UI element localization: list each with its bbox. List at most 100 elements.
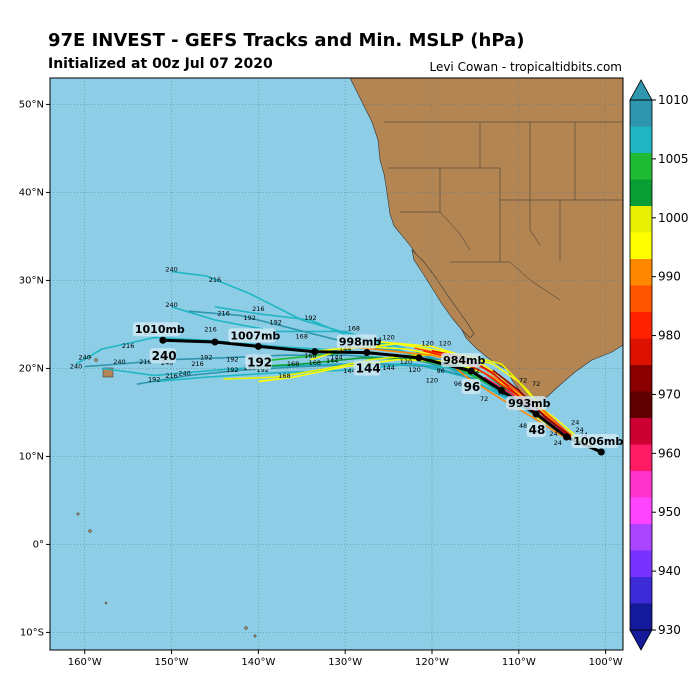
colorbar-band — [630, 603, 652, 631]
forecast-hour-label: 48 — [529, 423, 546, 437]
colorbar-band — [630, 550, 652, 578]
lat-tick-label: 30°N — [19, 275, 44, 286]
colorbar-tick-label: 1010 — [658, 93, 689, 107]
colorbar-bottom-arrow — [629, 629, 653, 651]
mean-track-point — [467, 367, 475, 375]
colorbar-band — [630, 126, 652, 154]
hour-mark: 24 — [571, 419, 579, 427]
lon-tick-label: 150°W — [155, 657, 189, 668]
hour-mark: 216 — [204, 325, 216, 333]
lon-tick-label: 100°W — [589, 657, 623, 668]
hour-mark: 240 — [113, 358, 125, 366]
lat-tick-label: 0° — [33, 539, 44, 550]
islands — [76, 355, 257, 638]
colorbar-band — [630, 497, 652, 525]
hour-mark: 72 — [471, 367, 479, 375]
hour-mark: 240 — [79, 354, 91, 362]
colorbar-tick-label: 990 — [658, 270, 681, 284]
hour-mark: 192 — [256, 366, 268, 374]
hour-mark: 216 — [209, 276, 221, 284]
credit-text: Levi Cowan - tropicaltidbits.com — [429, 60, 622, 74]
lat-tick-label: 10°S — [20, 627, 44, 638]
lat-tick-label: 10°N — [19, 451, 44, 462]
hour-mark: 144 — [343, 367, 355, 375]
pressure-label-bg — [441, 353, 482, 368]
forecast-hour-label: 96 — [464, 380, 481, 394]
forecast-hour-label: 144 — [356, 362, 381, 376]
colorbar-top-arrow — [629, 79, 653, 101]
pressure-label: 998mb — [339, 336, 381, 349]
hour-mark: 240 — [165, 301, 177, 309]
hour-mark: 144 — [339, 345, 351, 353]
colorbar-band — [630, 418, 652, 445]
state-borders — [384, 121, 623, 301]
map-frame — [49, 77, 624, 651]
lat-tick-label: 50°N — [19, 99, 44, 110]
hour-mark: 216 — [217, 310, 229, 318]
colorbar-tick-label: 970 — [658, 387, 681, 401]
forecast-hour-label: 192 — [247, 355, 272, 369]
pressure-label-bg — [228, 328, 276, 343]
hour-mark: 144 — [326, 357, 338, 365]
colorbar-band — [630, 338, 652, 366]
hour-mark: 216 — [122, 342, 134, 350]
hour-mark: 24 — [554, 439, 562, 447]
colorbar-tick-label: 960 — [658, 446, 681, 460]
hour-mark: 72 — [480, 395, 488, 403]
hour-mark: 192 — [270, 318, 282, 326]
hour-mark: 216 — [139, 358, 151, 366]
hour-mark: 120 — [382, 333, 394, 341]
mean-track-point — [311, 348, 319, 356]
colorbar-band — [630, 179, 652, 207]
lat-tick-label: 40°N — [19, 187, 44, 198]
colorbar-band — [630, 100, 652, 127]
pressure-label: 1007mb — [230, 329, 280, 342]
hour-mark: 120 — [426, 376, 438, 384]
hour-mark: 240 — [70, 362, 82, 370]
colorbar-band — [630, 365, 652, 392]
mean-track-point — [159, 336, 167, 344]
colorbar-band — [630, 285, 652, 313]
hour-mark: 48 — [519, 422, 527, 430]
hour-mark: 24 — [575, 426, 583, 434]
colorbar-band — [630, 206, 652, 233]
colorbar-band — [630, 153, 652, 180]
colorbar-tick-label: 1005 — [658, 152, 689, 166]
mean-track-point — [415, 354, 423, 362]
hour-mark: 96 — [437, 367, 445, 375]
pressure-label: 1006mb — [573, 435, 623, 448]
hour-mark: 72 — [532, 380, 540, 388]
forecast-hour-labels: 2402162402162161921921921681682162402162… — [70, 266, 588, 447]
hour-mark: 192 — [226, 366, 238, 374]
hour-mark: 240 — [178, 369, 190, 377]
pressure-label-bg — [132, 322, 181, 337]
forecast-hour-label-bg — [526, 422, 546, 438]
chart-title: 97E INVEST - GEFS Tracks and Min. MSLP (… — [48, 30, 525, 51]
forecast-hour-label-bg — [149, 348, 177, 364]
pressure-label-bg — [506, 396, 547, 411]
colorbar-band — [630, 471, 652, 498]
forecast-hour-label: 240 — [152, 349, 177, 363]
mean-track-point — [497, 386, 505, 394]
hour-mark: 240 — [165, 266, 177, 274]
lon-tick-label: 130°W — [328, 657, 362, 668]
mean-track-point — [211, 338, 219, 346]
hour-mark: 192 — [226, 355, 238, 363]
init-time: Initialized at 00z Jul 07 2020 — [48, 56, 273, 72]
mean-track-point — [597, 448, 605, 456]
colorbar-band — [630, 312, 652, 339]
colorbar-band — [630, 259, 652, 286]
forecast-hour-label-bg — [245, 354, 272, 370]
lon-tick-label: 110°W — [502, 657, 536, 668]
mean-track-point — [254, 342, 262, 350]
hour-mark: 120 — [400, 358, 412, 366]
hour-mark: 168 — [348, 325, 360, 333]
pressure-label: 1010mb — [135, 323, 185, 336]
lon-tick-label: 140°W — [241, 657, 275, 668]
colorbar-tick-label: 940 — [658, 564, 681, 578]
hour-mark: 120 — [421, 340, 433, 348]
hour-mark: 120 — [408, 366, 420, 374]
colorbar-tick-label: 1000 — [658, 211, 689, 225]
hour-mark: 96 — [454, 380, 462, 388]
lat-tick-label: 20°N — [19, 363, 44, 374]
